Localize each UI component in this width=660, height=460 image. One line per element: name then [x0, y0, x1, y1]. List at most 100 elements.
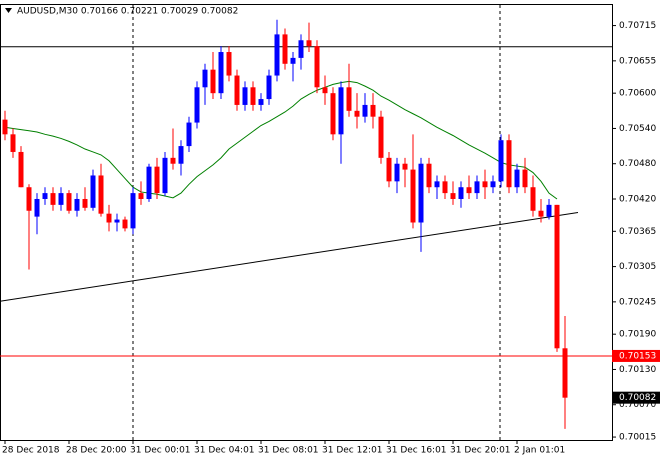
y-tick-label: 0.70715 — [619, 21, 656, 31]
candle-body — [82, 198, 88, 208]
x-tick-label: 31 Dec 08:01 — [258, 446, 319, 456]
price-label-box — [612, 391, 660, 404]
candle-body — [418, 163, 424, 223]
candle-body — [322, 87, 328, 94]
ask-label: 0.70153 — [619, 351, 656, 361]
candle-body — [250, 87, 256, 105]
candle-body — [330, 93, 336, 135]
candle-body — [218, 52, 224, 94]
candle-body — [314, 46, 320, 88]
candle-body — [122, 219, 128, 229]
candle-body — [10, 134, 16, 152]
candle-body — [170, 157, 176, 164]
x-tick-label: 31 Dec 00:01 — [130, 446, 191, 456]
candle-body — [466, 187, 472, 194]
y-tick-label: 0.70600 — [619, 89, 656, 99]
candle-body — [130, 193, 136, 229]
candle-body — [450, 193, 456, 199]
candle-body — [138, 193, 144, 199]
candle-body — [2, 119, 8, 135]
y-tick-label: 0.70480 — [619, 159, 656, 169]
candle-body — [298, 40, 304, 58]
candle-body — [50, 193, 56, 205]
y-tick-label: 0.70365 — [619, 227, 656, 237]
y-tick-label: 0.70015 — [619, 433, 656, 443]
candle-body — [306, 40, 312, 47]
y-tick-label: 0.70420 — [619, 194, 656, 204]
candle-body — [114, 219, 120, 223]
candle-body — [562, 348, 568, 398]
candle-body — [98, 175, 104, 214]
candle-body — [506, 140, 512, 188]
x-tick-label: 31 Dec 20:01 — [450, 446, 511, 456]
y-tick-label: 0.70190 — [619, 330, 656, 340]
candle-body — [370, 104, 376, 117]
candle-body — [378, 116, 384, 158]
candle-body — [554, 204, 560, 349]
candle-body — [266, 75, 272, 100]
candle-body — [210, 69, 216, 94]
trendline — [0, 212, 579, 302]
candle-body — [522, 169, 528, 188]
x-tick-label: 28 Dec 2018 — [2, 446, 60, 456]
candle-body — [402, 163, 408, 170]
candle-body — [186, 122, 192, 147]
candle-body — [546, 204, 552, 217]
x-tick-label: 28 Dec 20:00 — [66, 446, 127, 456]
candle-body — [258, 99, 264, 105]
candle-body — [234, 75, 240, 105]
y-tick-label: 0.70540 — [619, 124, 656, 134]
candle-body — [274, 34, 280, 76]
candle-body — [362, 104, 368, 117]
candle-body — [482, 181, 488, 188]
candle-body — [34, 198, 40, 217]
candle-body — [282, 34, 288, 64]
candle-body — [146, 166, 152, 199]
candle-body — [202, 69, 208, 88]
y-tick-label: 0.70245 — [619, 297, 656, 307]
candle-body — [26, 187, 32, 211]
candle-body — [490, 181, 496, 188]
candle-body — [514, 169, 520, 188]
candle-body — [530, 187, 536, 211]
candle-body — [242, 87, 248, 105]
candle-body — [338, 87, 344, 135]
plot-frame — [0, 4, 613, 441]
x-tick-label: 31 Dec 16:01 — [386, 446, 447, 456]
candle-body — [66, 193, 72, 211]
chart-title: AUDUSD,M30 0.70166 0.70221 0.70029 0.700… — [17, 7, 238, 17]
candle-body — [442, 181, 448, 194]
y-tick-label: 0.70305 — [619, 262, 656, 272]
candle-body — [426, 163, 432, 188]
y-tick-label: 0.70655 — [619, 56, 656, 66]
candle-body — [162, 157, 168, 194]
candle-body — [194, 87, 200, 123]
candle-body — [226, 52, 232, 76]
x-tick-label: 31 Dec 04:01 — [194, 446, 255, 456]
candle-body — [354, 110, 360, 117]
candle-body — [346, 87, 352, 111]
candle-body — [410, 169, 416, 223]
candle-body — [434, 181, 440, 188]
candle-body — [106, 213, 112, 223]
title-icon — [5, 8, 12, 13]
candle-body — [290, 57, 296, 64]
candle-body — [178, 146, 184, 164]
candle-body — [42, 193, 48, 199]
candle-body — [458, 187, 464, 199]
candle-body — [90, 175, 96, 208]
y-tick-label: 0.70130 — [619, 365, 656, 375]
candle-body — [154, 166, 160, 194]
y-tick-label: 0.70070 — [619, 400, 656, 410]
candle-body — [58, 193, 64, 205]
candle-body — [498, 140, 504, 182]
candle-body — [474, 181, 480, 194]
candle-body — [18, 151, 24, 188]
candle-body — [74, 198, 80, 211]
moving-average — [4, 80, 558, 200]
candle-body — [538, 210, 544, 217]
candle-body — [394, 163, 400, 182]
x-tick-label: 31 Dec 12:01 — [322, 446, 383, 456]
